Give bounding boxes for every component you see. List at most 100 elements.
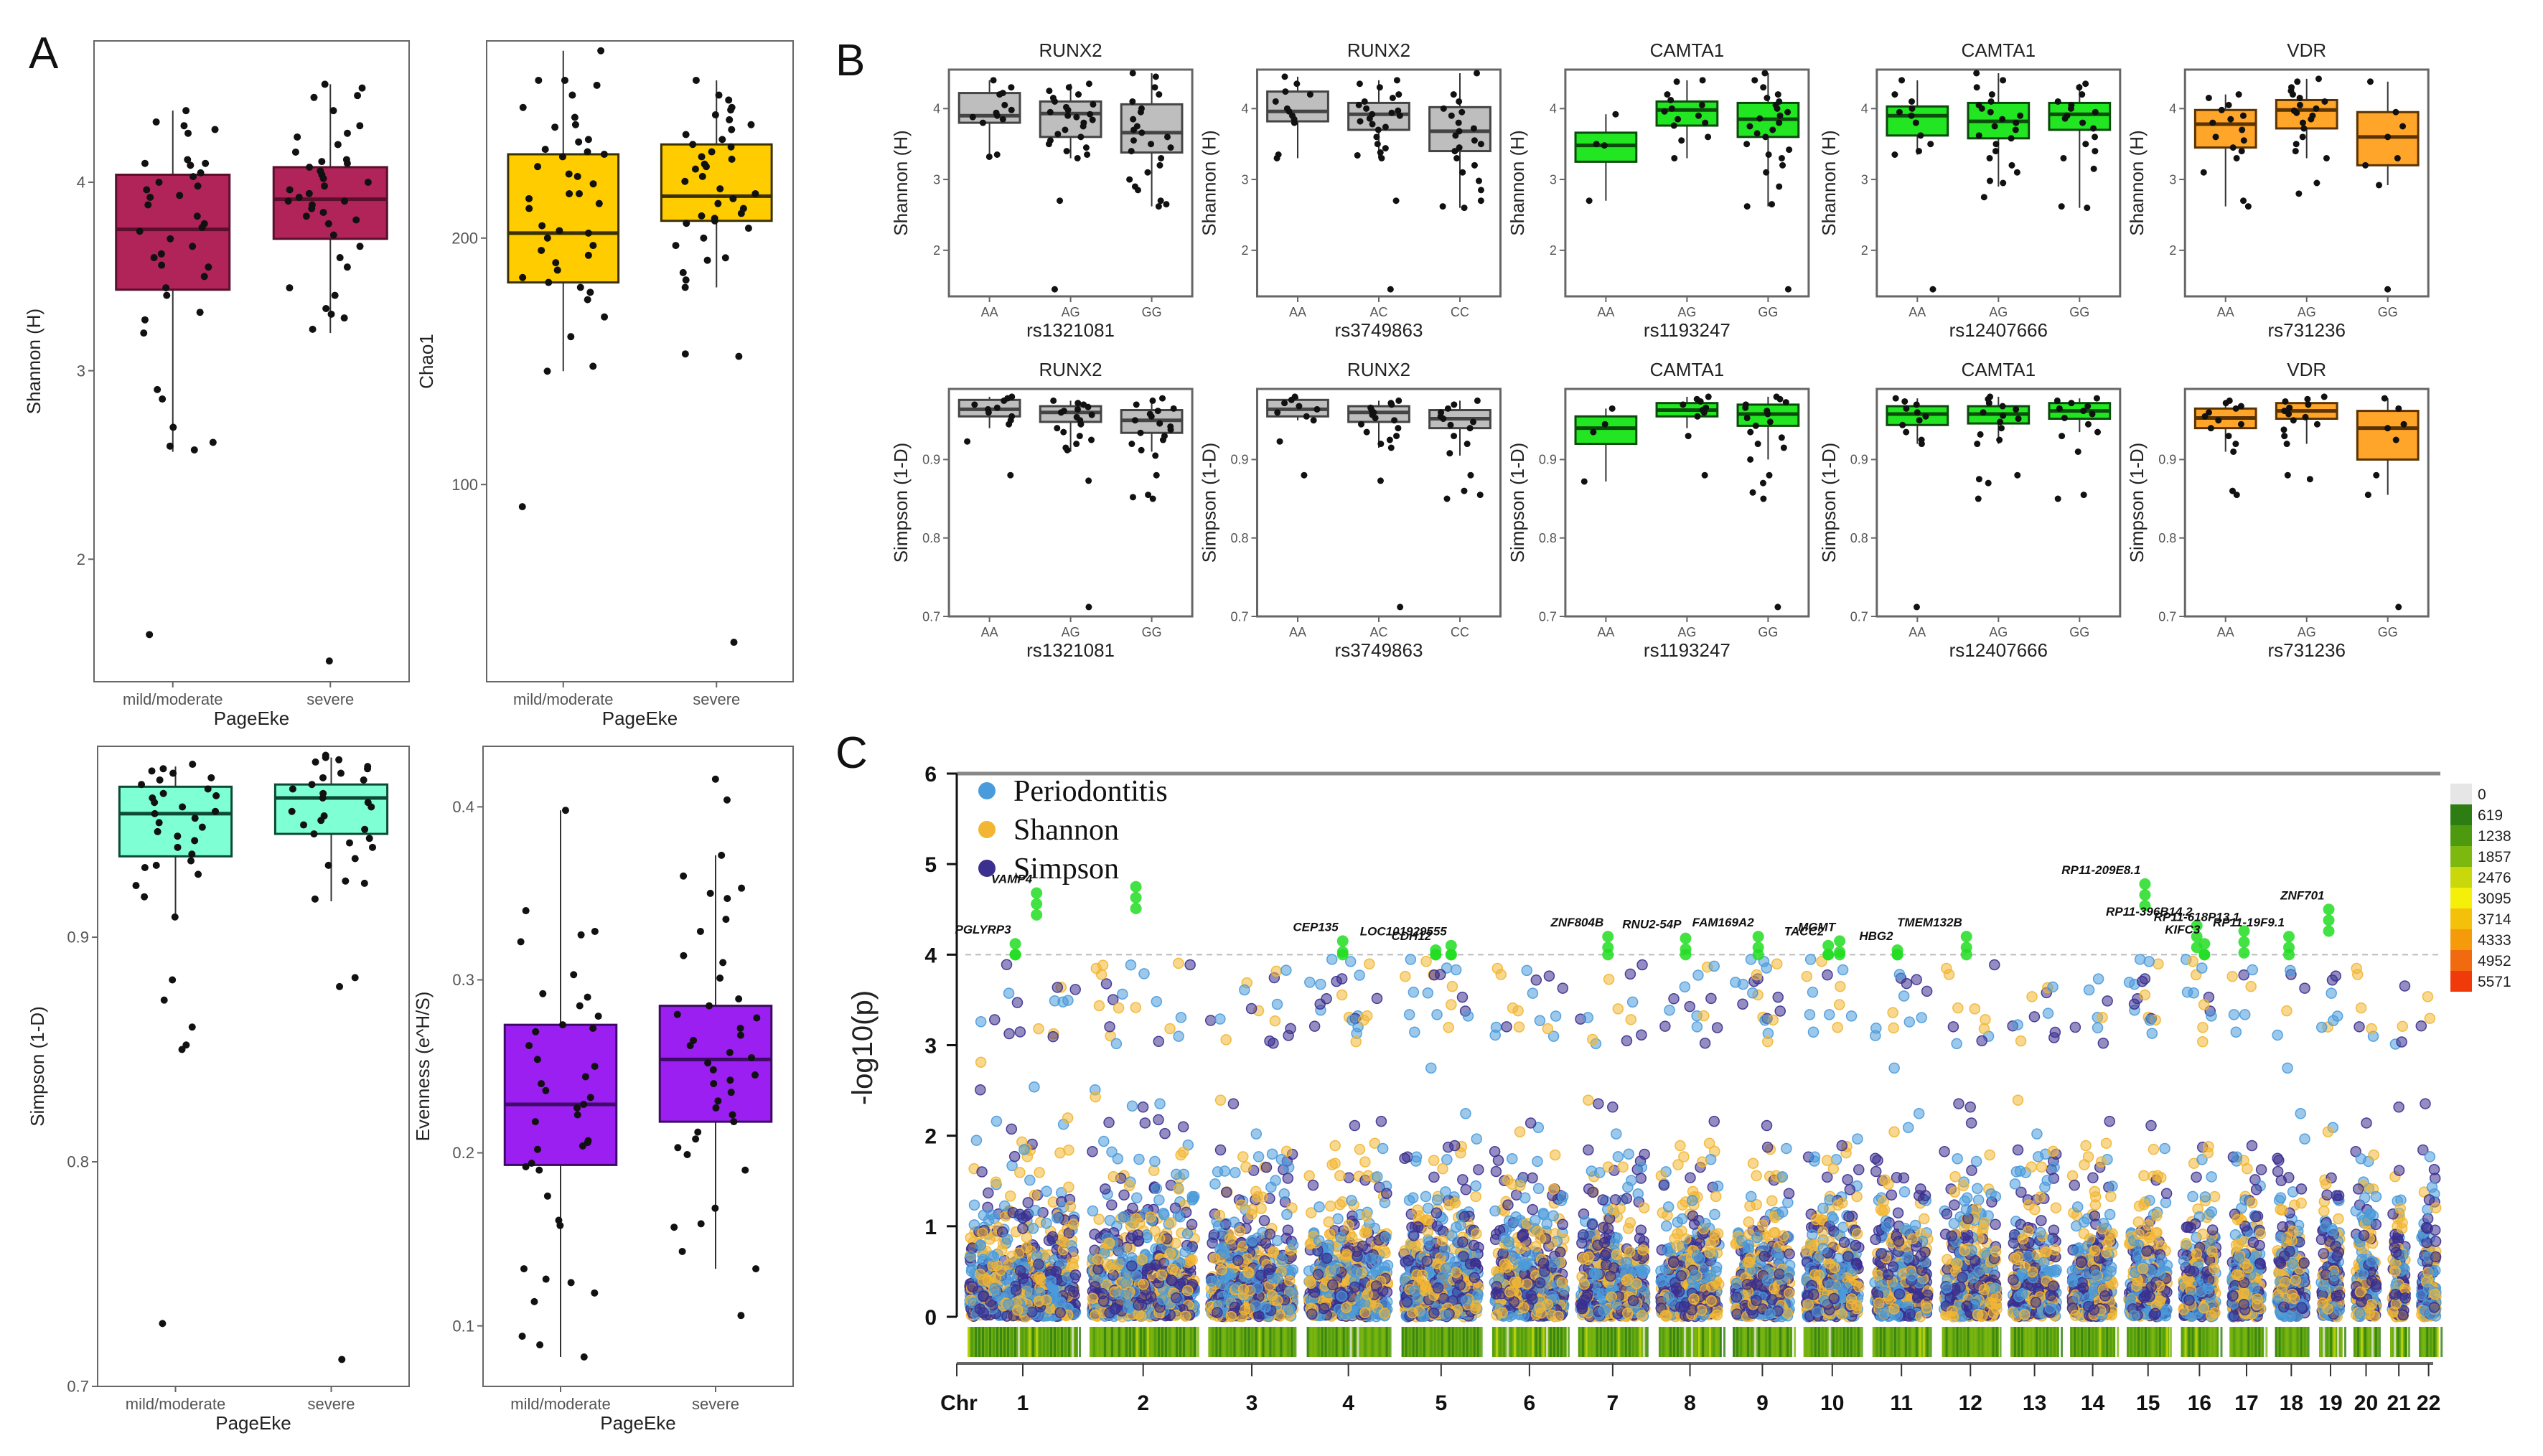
data-point bbox=[1670, 122, 1677, 129]
snp-point bbox=[1018, 1144, 1030, 1155]
data-point bbox=[1152, 452, 1159, 459]
data-point bbox=[678, 1247, 686, 1255]
snp-point bbox=[1120, 1290, 1132, 1302]
data-point bbox=[1272, 98, 1279, 105]
y-tick-label: 0.2 bbox=[452, 1144, 474, 1162]
data-point bbox=[288, 807, 296, 815]
snp-point bbox=[1347, 1015, 1358, 1026]
snp-point bbox=[1509, 1277, 1520, 1288]
data-point bbox=[708, 148, 716, 156]
snp-point bbox=[975, 1239, 986, 1251]
x-tick-label: AA bbox=[1289, 625, 1306, 639]
snp-point bbox=[1468, 1239, 1480, 1251]
data-point bbox=[154, 385, 161, 393]
snp-point bbox=[1029, 1189, 1041, 1201]
data-point bbox=[308, 781, 316, 789]
data-point bbox=[1786, 146, 1793, 154]
snp-point bbox=[1151, 995, 1163, 1008]
snp-point bbox=[1583, 1094, 1594, 1106]
data-point bbox=[1477, 141, 1484, 148]
y-axis-title: Evenness (e^H/S) bbox=[412, 992, 434, 1142]
data-point bbox=[1395, 107, 1402, 114]
snp-point bbox=[1100, 1183, 1111, 1195]
snp-point bbox=[1159, 1127, 1171, 1140]
snp-point bbox=[1332, 1213, 1344, 1225]
data-point bbox=[207, 774, 215, 781]
y-tick-label: 3 bbox=[1861, 172, 1868, 187]
data-point bbox=[2209, 119, 2216, 126]
data-point bbox=[1891, 151, 1898, 158]
snp-point bbox=[1153, 1114, 1164, 1126]
snp-point bbox=[1491, 1309, 1502, 1321]
data-point bbox=[589, 242, 597, 250]
data-point bbox=[728, 155, 736, 163]
data-point bbox=[152, 861, 160, 869]
snp-point bbox=[1063, 1227, 1075, 1239]
data-point bbox=[2300, 125, 2308, 132]
data-point bbox=[1064, 112, 1072, 119]
x-tick-label: GG bbox=[2069, 305, 2089, 319]
facet-title: CAMTA1 bbox=[1650, 359, 1725, 380]
data-point bbox=[1077, 133, 1085, 141]
snp-point bbox=[1593, 1098, 1604, 1109]
snp-point bbox=[1227, 1098, 1240, 1109]
snp-point bbox=[1173, 957, 1184, 969]
snp-point bbox=[1630, 1265, 1642, 1277]
data-point bbox=[1471, 137, 1478, 144]
y-axis-title: Shannon (H) bbox=[1199, 130, 1220, 235]
box-aa bbox=[2193, 108, 2257, 149]
data-point bbox=[176, 192, 184, 199]
data-point bbox=[300, 821, 308, 829]
snp-points bbox=[964, 954, 2442, 1323]
snp-point bbox=[1422, 987, 1434, 999]
data-point bbox=[157, 250, 165, 258]
snp-point bbox=[1239, 984, 1250, 996]
snp-point bbox=[1556, 1277, 1568, 1288]
data-point bbox=[1393, 77, 1400, 84]
data-point bbox=[2394, 154, 2401, 161]
data-point bbox=[584, 993, 591, 1001]
data-point bbox=[715, 91, 723, 99]
snp-point bbox=[1287, 1264, 1299, 1276]
data-point bbox=[351, 974, 359, 982]
snp-point bbox=[1602, 1161, 1614, 1173]
data-point bbox=[1388, 401, 1395, 408]
data-point bbox=[1980, 409, 1987, 416]
data-point bbox=[1778, 154, 1785, 161]
data-point bbox=[1761, 70, 1769, 77]
snp-point bbox=[1400, 970, 1411, 982]
facet-title: CAMTA1 bbox=[1962, 359, 2036, 380]
snp-point bbox=[1632, 1188, 1644, 1200]
snp-point bbox=[1610, 1194, 1621, 1206]
snp-point bbox=[1151, 1183, 1163, 1194]
snp-point bbox=[1052, 982, 1064, 993]
data-point bbox=[1446, 450, 1453, 457]
snp-point bbox=[1431, 1009, 1443, 1020]
data-point bbox=[533, 1056, 541, 1063]
snp-point bbox=[1409, 1285, 1421, 1297]
data-point bbox=[1440, 105, 1447, 112]
data-point bbox=[728, 126, 736, 133]
data-point bbox=[751, 189, 759, 197]
snp-point bbox=[1283, 1161, 1295, 1173]
data-point bbox=[1764, 410, 1771, 418]
data-point bbox=[2082, 141, 2089, 148]
data-point bbox=[1892, 395, 1899, 402]
snp-point bbox=[1518, 1302, 1530, 1314]
snp-point bbox=[1045, 1275, 1057, 1287]
snp-point bbox=[1241, 1252, 1253, 1264]
data-point bbox=[188, 1023, 196, 1031]
snp-point bbox=[1214, 1094, 1227, 1106]
snp-point bbox=[1125, 1221, 1137, 1232]
y-tick-label: 3 bbox=[2169, 172, 2176, 187]
data-point bbox=[2000, 77, 2007, 84]
snp-point bbox=[1275, 1153, 1288, 1165]
x-tick-label: GG bbox=[2069, 625, 2089, 639]
data-point bbox=[522, 907, 530, 915]
data-point bbox=[1762, 133, 1769, 141]
data-point bbox=[1475, 177, 1482, 184]
data-point bbox=[318, 158, 326, 166]
data-point bbox=[577, 931, 585, 939]
data-point bbox=[573, 1111, 581, 1119]
snp-point bbox=[1260, 1161, 1273, 1173]
